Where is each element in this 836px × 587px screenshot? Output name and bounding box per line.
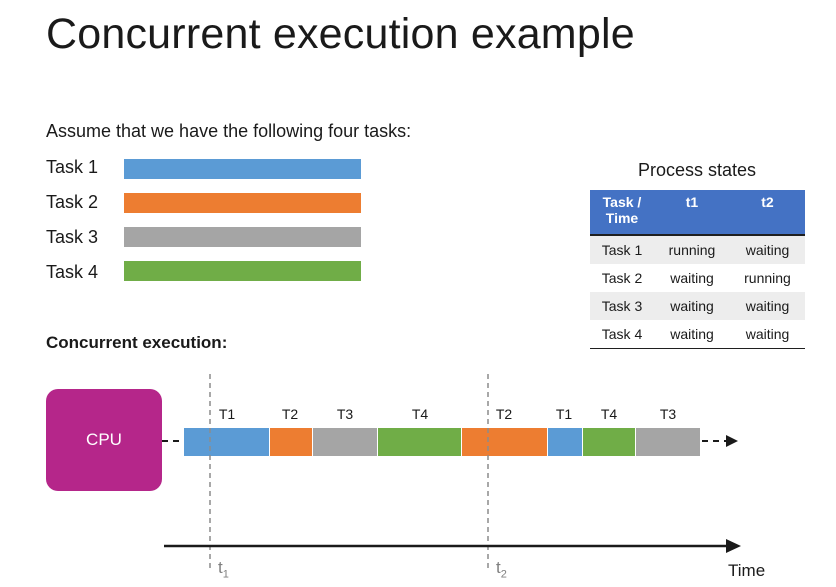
segment-label: T2 — [495, 406, 513, 422]
segment-bar — [270, 428, 312, 456]
segment-label: T1 — [555, 406, 573, 422]
table-row: Task 4 waiting waiting — [590, 320, 805, 349]
header-t2: t2 — [730, 190, 805, 236]
table-header-row: Task / Time t1 t2 — [590, 190, 805, 236]
marker-subscript: 1 — [222, 568, 229, 581]
task-2-bar — [124, 193, 361, 213]
state-cell: running — [744, 270, 791, 286]
segment-bar — [583, 428, 635, 456]
task-1-bar — [124, 159, 361, 179]
intro-text: Assume that we have the following four t… — [46, 121, 412, 141]
segment-bar — [462, 428, 547, 456]
state-cell: running — [654, 235, 730, 264]
time-axis-label: Time — [728, 561, 766, 580]
state-cell: waiting — [654, 292, 730, 320]
task-3-label: Task 3 — [46, 227, 99, 247]
marker-label-t1: t1 — [218, 558, 229, 580]
segment-label: T1 — [218, 406, 236, 422]
marker-label-t2: t2 — [496, 558, 507, 580]
table-row: Task 3 waiting waiting — [590, 292, 805, 320]
row-task-cell: Task 3 — [590, 292, 654, 320]
segment-bar — [313, 428, 377, 456]
task-1-label: Task 1 — [46, 157, 99, 177]
task-3-bar — [124, 227, 361, 247]
process-states-table: Task / Time t1 t2 Task 1 running waiting… — [590, 190, 805, 349]
task-4-label: Task 4 — [46, 262, 99, 282]
header-t1: t1 — [654, 190, 730, 236]
table-row: Task 2 waiting running — [590, 264, 805, 292]
state-cell: waiting — [730, 320, 805, 349]
task-2-label: Task 2 — [46, 192, 99, 212]
row-task-cell: Task 4 — [590, 320, 654, 349]
continuation-arrowhead — [726, 435, 738, 447]
process-states-title: Process states — [637, 160, 757, 180]
segment-label: T4 — [411, 406, 429, 422]
header-task-time: Task / Time — [590, 190, 654, 236]
task-4-bar — [124, 261, 361, 281]
table-row: Task 1 running waiting — [590, 235, 805, 264]
cpu-label: CPU — [86, 430, 122, 449]
state-cell: waiting — [730, 292, 805, 320]
row-task-cell: Task 1 — [590, 235, 654, 264]
marker-letter: t — [218, 558, 223, 577]
time-axis-arrowhead — [726, 539, 741, 553]
segment-label: T3 — [336, 406, 354, 422]
segment-label: T2 — [281, 406, 299, 422]
slide-title: Concurrent execution example — [46, 10, 635, 58]
segment-bar — [184, 428, 269, 456]
marker-subscript: 2 — [500, 568, 507, 581]
state-cell: waiting — [654, 320, 730, 349]
cpu-block: CPU — [46, 389, 162, 491]
state-cell: waiting — [670, 270, 714, 286]
row-task-cell: Task 2 — [601, 270, 643, 286]
segment-bar — [548, 428, 582, 456]
segment-bar — [636, 428, 700, 456]
segment-label: T3 — [659, 406, 677, 422]
state-cell: waiting — [730, 235, 805, 264]
segment-label: T4 — [600, 406, 618, 422]
concurrent-execution-label: Concurrent execution: — [46, 333, 228, 352]
segment-bar — [378, 428, 461, 456]
marker-letter: t — [496, 558, 501, 577]
